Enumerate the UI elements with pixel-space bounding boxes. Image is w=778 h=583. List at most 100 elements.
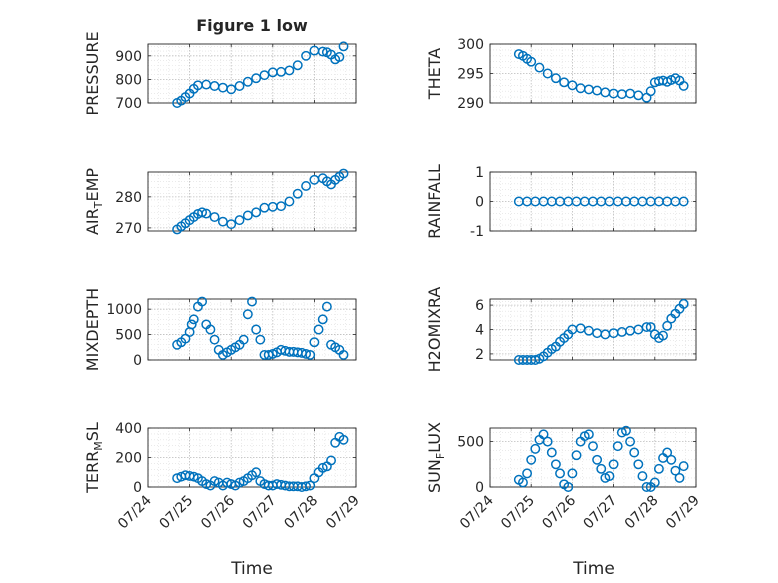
x-axis-label-left: Time [230, 559, 273, 579]
data-point [678, 80, 689, 91]
data-point [637, 471, 648, 482]
data-point [592, 85, 603, 96]
data-series [172, 168, 349, 235]
data-point [251, 467, 262, 478]
data-point [567, 468, 578, 479]
data-point [670, 465, 681, 476]
data-point [588, 441, 598, 452]
data-point [621, 425, 631, 436]
data-point [209, 212, 220, 222]
data-point [313, 324, 324, 335]
data-point [234, 215, 245, 226]
data-point [645, 196, 656, 207]
data-point [247, 296, 257, 307]
data-point [583, 84, 594, 95]
subplot-terr-msl: 0 200 400 TERRMSL 07/24 07/25 07/26 07/27 07/28 0… [83, 421, 363, 532]
data-point [583, 429, 594, 440]
x-tick-label: 07/27 [240, 493, 280, 533]
data-point [662, 447, 673, 458]
data-point [309, 473, 320, 484]
data-point [201, 208, 212, 219]
data-point [305, 349, 316, 360]
x-tick-label: 07/27 [581, 493, 621, 533]
y-axis-label: THETA [425, 48, 444, 100]
y-tick-label: 0 [133, 353, 142, 369]
data-point [674, 472, 685, 483]
data-point [534, 62, 545, 73]
data-point [616, 89, 627, 100]
data-point [217, 82, 228, 93]
subplot-pressure: 700 800 900 PRESSURE [83, 31, 357, 116]
data-point [526, 454, 537, 465]
data-point [612, 441, 623, 452]
data-point [251, 324, 262, 335]
data-point [301, 481, 312, 492]
data-point [338, 41, 349, 52]
y-tick-label: 300 [457, 37, 484, 53]
data-point [653, 463, 664, 474]
data-point [575, 323, 586, 334]
data-point [546, 447, 557, 458]
data-point [255, 334, 266, 345]
data-series [513, 196, 689, 207]
data-point [197, 207, 208, 218]
y-tick-label: 200 [115, 451, 142, 467]
data-point [583, 325, 594, 336]
data-point [188, 314, 199, 325]
data-point [645, 86, 656, 97]
data-point [251, 207, 262, 218]
data-point [259, 202, 270, 213]
data-point [259, 70, 270, 81]
data-point [662, 320, 673, 331]
data-point [522, 468, 533, 479]
data-point [513, 196, 524, 207]
data-point [563, 482, 574, 492]
data-series [172, 41, 349, 108]
data-point [600, 87, 611, 98]
x-tick-label: 07/26 [539, 492, 579, 532]
x-tick-label: 07/24 [457, 492, 497, 532]
y-tick-label: 400 [115, 421, 142, 437]
y-tick-label: 0 [475, 480, 484, 496]
data-point [678, 461, 689, 472]
data-point [317, 462, 328, 473]
data-point [678, 196, 689, 207]
data-point [309, 174, 320, 185]
data-point [518, 477, 528, 488]
data-point [217, 216, 228, 227]
data-point [188, 471, 199, 482]
data-point [546, 196, 557, 207]
data-point [226, 84, 237, 95]
data-point [276, 201, 287, 212]
y-tick-label: 1000 [106, 302, 142, 318]
data-point [309, 337, 320, 348]
major-grid [489, 171, 697, 232]
x-tick-label: 07/26 [198, 492, 238, 532]
data-point [238, 334, 249, 345]
data-point [542, 68, 553, 79]
data-point [616, 326, 627, 337]
data-point [550, 73, 561, 84]
y-tick-label: 0 [475, 195, 484, 211]
data-point [592, 328, 603, 339]
data-point [629, 447, 640, 458]
data-point [301, 348, 312, 359]
y-tick-label: 295 [457, 67, 484, 83]
data-point [604, 471, 615, 482]
data-point [321, 301, 332, 312]
y-tick-label: 800 [115, 72, 142, 88]
data-point [338, 349, 349, 360]
data-point [301, 50, 312, 61]
data-point [172, 473, 183, 484]
data-point [571, 450, 582, 461]
data-point [641, 482, 652, 492]
x-tick-label: 07/25 [498, 493, 538, 533]
y-axis-label: MIXDEPTH [83, 288, 102, 371]
subplot-rainfall: -1 0 1 RAINFALL [425, 164, 697, 240]
y-axis-label: TERRMSL [83, 422, 105, 494]
axes-box [489, 427, 697, 488]
data-point [600, 329, 611, 340]
data-series [513, 425, 689, 492]
x-tick-label: 07/24 [115, 492, 155, 532]
